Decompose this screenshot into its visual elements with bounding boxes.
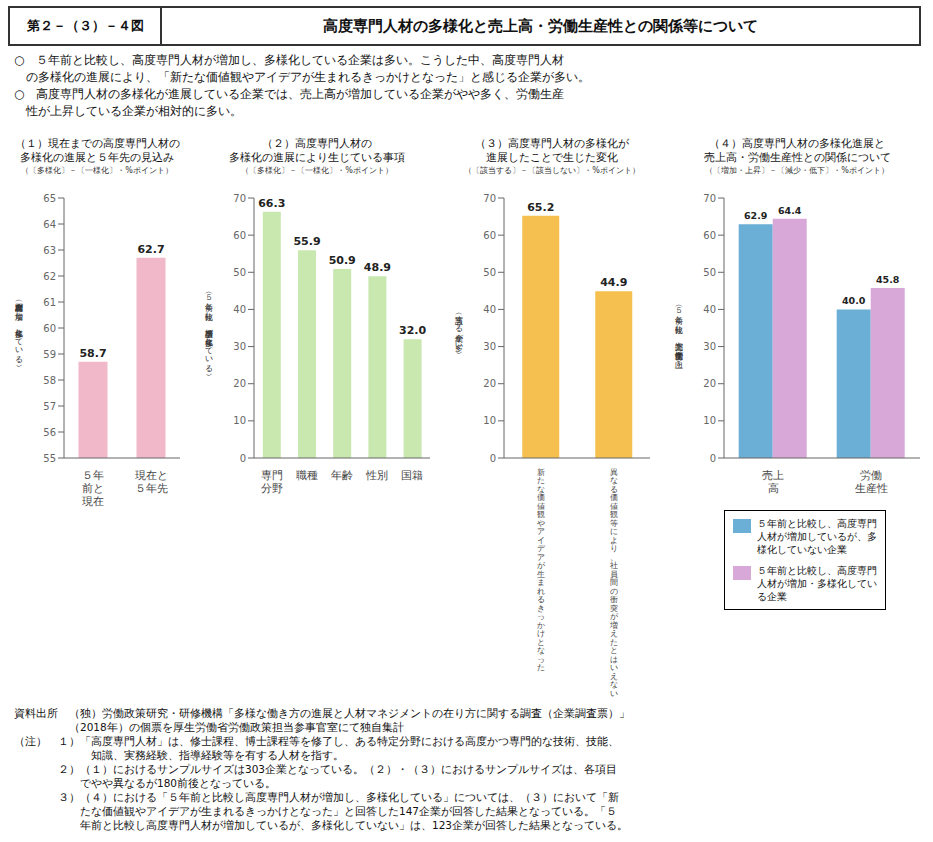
- svg-text:70: 70: [483, 193, 496, 204]
- html-text:（高度専門人材が増加し、多様化している）: （高度専門人材が増加し、多様化している）: [13, 297, 23, 359]
- svg-text:60: 60: [703, 230, 716, 241]
- html-text:（２）高度専門人材の: （２）高度専門人材の: [262, 137, 372, 149]
- svg-text:60: 60: [483, 230, 496, 241]
- svg-text:新たな価値観やアイデアが生まれるきっかけとなった: 新たな価値観やアイデアが生まれるきっかけとなった: [537, 468, 546, 673]
- svg-text:62.7: 62.7: [137, 243, 164, 256]
- svg-text:45.8: 45.8: [876, 274, 900, 285]
- html-text:（2018年）の個票を厚生労働省労働政策担当参事官室にて独自: （2018年）の個票を厚生労働省労働政策担当参事官室にて独自集計: [14, 721, 404, 733]
- svg-text:20: 20: [483, 378, 496, 389]
- svg-text:労働生産性: 労働生産性: [855, 469, 888, 495]
- svg-text:65.2: 65.2: [527, 201, 554, 214]
- html-text:（１）現在までの高度専門人材の: （１）現在までの高度専門人材の: [14, 137, 180, 149]
- html-text:進展したことで生じた変化: 進展したことで生じた変化: [486, 151, 618, 163]
- svg-text:44.9: 44.9: [600, 276, 627, 289]
- svg-text:58: 58: [43, 375, 56, 386]
- svg-text:55: 55: [43, 453, 56, 464]
- html-text:３）（４）における「５年前と比較し高度専門人材が増加し、多様: ３）（４）における「５年前と比較し高度専門人材が増加し、多様化している」について…: [14, 791, 619, 803]
- html-text:５年前と比較し、高度専門 人材が増加しているが、多 様化して: ５年前と比較し、高度専門 人材が増加しているが、多 様化していない企業: [757, 518, 877, 555]
- svg-text:70: 70: [703, 193, 716, 204]
- html-text:５年前と比較し、高度専門 人材が増加・多様化してい る企業: ５年前と比較し、高度専門 人材が増加・多様化してい る企業: [757, 565, 877, 602]
- html-text:売上高・労働生産性との関係について: 売上高・労働生産性との関係について: [703, 151, 891, 163]
- html-text:知識、実務経験、指導経験等を有する人材を指す。: 知識、実務経験、指導経験等を有する人材を指す。: [14, 749, 344, 761]
- html-text:高度専門人材の多様化と売上高・労働生産性との関係等について: 高度専門人材の多様化と売上高・労働生産性との関係等について: [323, 16, 758, 35]
- svg-text:60: 60: [43, 323, 56, 334]
- svg-text:55.9: 55.9: [293, 235, 320, 248]
- html-text:の多様化の進展により、「新たな価値観やアイデアが生まれるきっ: の多様化の進展により、「新たな価値観やアイデアが生まれるきっかけとなった」と感じ…: [14, 70, 590, 84]
- html-text:（〔該当する〕－〔該当しない〕・%ポイント）: （〔該当する〕－〔該当しない〕・%ポイント）: [464, 166, 640, 175]
- svg-text:10: 10: [703, 415, 716, 426]
- svg-text:58.7: 58.7: [79, 347, 106, 360]
- svg-text:10: 10: [483, 415, 496, 426]
- svg-text:32.0: 32.0: [399, 324, 426, 337]
- html-text:（注） １）「高度専門人材」は、修士課程、博士課程等を修了し: （注） １）「高度専門人材」は、修士課程、博士課程等を修了し、ある特定分野におけ…: [14, 735, 619, 747]
- svg-text:57: 57: [43, 401, 56, 412]
- svg-text:61: 61: [43, 297, 56, 308]
- html-text:資料出所 （独）労働政策研究・研修機構「多様な働き方の進展と: 資料出所 （独）労働政策研究・研修機構「多様な働き方の進展と人材マネジメントの在…: [14, 707, 630, 719]
- svg-text:10: 10: [233, 415, 246, 426]
- svg-text:性別: 性別: [365, 469, 388, 482]
- svg-text:30: 30: [233, 341, 246, 352]
- svg-text:66.3: 66.3: [258, 197, 285, 210]
- html-text:○ 高度専門人材の多様化が進展している企業では、売上高が増加: ○ 高度専門人材の多様化が進展している企業では、売上高が増加している企業がやや多…: [14, 87, 565, 101]
- svg-text:40: 40: [233, 304, 246, 315]
- svg-text:年齢: 年齢: [331, 469, 353, 482]
- svg-text:40: 40: [483, 304, 496, 315]
- svg-text:65: 65: [43, 193, 56, 204]
- html-text:多様化の進展と５年先の見込み: 多様化の進展と５年先の見込み: [20, 151, 174, 163]
- svg-text:0: 0: [490, 453, 496, 464]
- html-text:（５年前と比較し、該当事柄が多様化している）: （５年前と比較し、該当事柄が多様化している）: [203, 288, 213, 368]
- html-text:２）（１）におけるサンプルサイズは303企業となっている。（: ２）（１）におけるサンプルサイズは303企業となっている。（２）・（３）における…: [14, 763, 617, 775]
- svg-text:59: 59: [43, 349, 56, 360]
- svg-text:50.9: 50.9: [329, 254, 356, 267]
- svg-text:64.4: 64.4: [778, 205, 802, 216]
- html-text:多様化の進展により生じている事項: 多様化の進展により生じている事項: [229, 151, 405, 163]
- html-text:たな価値観やアイデアが生まれるきっかけとなった」と回答した1: たな価値観やアイデアが生まれるきっかけとなった」と回答した147企業が回答した結…: [14, 805, 617, 817]
- html-text:（〔多様化〕－〔一様化〕・%ポイント）: （〔多様化〕－〔一様化〕・%ポイント）: [241, 166, 393, 175]
- svg-text:56: 56: [43, 427, 56, 438]
- svg-text:異なる価値観等により、社員間の衝突が増えたとはいえない: 異なる価値観等により、社員間の衝突が増えたとはいえない: [609, 468, 619, 698]
- html-text:（〔増加・上昇〕－〔減少・低下〕・%ポイント）: （〔増加・上昇〕－〔減少・低下〕・%ポイント）: [705, 166, 889, 175]
- html-text:（５年前と比較し、売上高や労働生産性が向上）: （５年前と比較し、売上高や労働生産性が向上）: [673, 302, 683, 354]
- html-text:（３）高度専門人材の多様化が: （３）高度専門人材の多様化が: [475, 137, 629, 149]
- svg-text:専門分野: 専門分野: [261, 469, 283, 495]
- html-text:でやや異なるが180前後となっている。: でやや異なるが180前後となっている。: [14, 777, 276, 789]
- svg-text:60: 60: [233, 230, 246, 241]
- svg-text:20: 20: [233, 378, 246, 389]
- svg-text:40.0: 40.0: [842, 295, 866, 306]
- svg-text:0: 0: [710, 453, 716, 464]
- svg-text:30: 30: [483, 341, 496, 352]
- svg-text:５年前と現在: ５年前と現在: [82, 469, 104, 508]
- svg-text:63: 63: [43, 245, 56, 256]
- svg-text:50: 50: [703, 267, 716, 278]
- html-text:○ ５年前と比較し、高度専門人材が増加し、多様化している企業: ○ ５年前と比較し、高度専門人材が増加し、多様化している企業は多い。こうした中、…: [14, 53, 565, 67]
- html-text:第２－（３）－４図: 第２－（３）－４図: [26, 18, 144, 33]
- svg-text:現在と５年先: 現在と５年先: [135, 469, 168, 495]
- svg-text:48.9: 48.9: [364, 261, 391, 274]
- svg-text:国籍: 国籍: [401, 469, 423, 482]
- svg-text:0: 0: [240, 453, 246, 464]
- svg-text:64: 64: [43, 219, 56, 230]
- svg-text:62.9: 62.9: [744, 210, 767, 221]
- svg-text:職種: 職種: [296, 469, 318, 482]
- html-text:性が上昇している企業が相対的に多い。: 性が上昇している企業が相対的に多い。: [14, 104, 242, 118]
- svg-text:売上高: 売上高: [762, 469, 784, 495]
- svg-text:30: 30: [703, 341, 716, 352]
- html-text:（〔多様化〕－〔一様化〕・%ポイント）: （〔多様化〕－〔一様化〕・%ポイント）: [21, 166, 173, 175]
- svg-text:50: 50: [233, 267, 246, 278]
- svg-text:20: 20: [703, 378, 716, 389]
- svg-text:50: 50: [483, 267, 496, 278]
- html-text:（該当する企業が多い）: （該当する企業が多い）: [453, 310, 463, 346]
- html-text:年前と比較し高度専門人材が増加しているが、多様化していない」: 年前と比較し高度専門人材が増加しているが、多様化していない」は、123企業が回答…: [14, 819, 628, 831]
- svg-text:70: 70: [233, 193, 246, 204]
- html-text:（４）高度専門人材の多様化進展と: （４）高度専門人材の多様化進展と: [709, 137, 885, 149]
- svg-text:62: 62: [43, 271, 56, 282]
- svg-text:40: 40: [703, 304, 716, 315]
